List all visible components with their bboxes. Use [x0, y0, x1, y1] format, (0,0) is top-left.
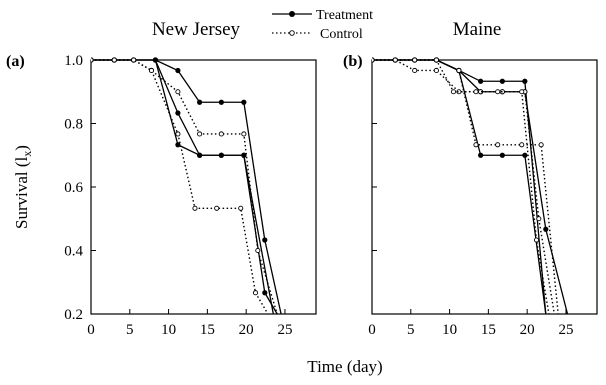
treatment-point — [499, 78, 505, 84]
treatment-point — [197, 152, 203, 158]
control-point — [473, 89, 479, 95]
control-point — [238, 205, 244, 211]
control-point — [433, 57, 439, 63]
treatment-point — [241, 152, 247, 158]
control-point — [456, 67, 462, 74]
treatment-point — [262, 237, 268, 243]
control-point — [519, 89, 525, 95]
control-series-line — [91, 59, 269, 314]
y-tick-label: 0.8 — [64, 117, 83, 133]
y-tick-label: 0.4 — [64, 244, 83, 260]
control-point — [450, 89, 457, 95]
control-point — [412, 67, 418, 74]
control-point — [372, 57, 375, 63]
treatment-point — [241, 99, 247, 105]
x-tick-label: 15 — [481, 322, 496, 338]
x-tick-label: 0 — [368, 322, 376, 338]
panel-b-label: (b) — [343, 53, 363, 70]
control-series-line — [372, 59, 550, 314]
legend-treatment-marker — [289, 11, 295, 17]
y-tick-label: 0.2 — [64, 307, 83, 323]
treatment-series-line — [372, 59, 547, 314]
treatment-point — [175, 67, 181, 74]
control-point — [392, 57, 398, 63]
panel-b: 0 5 10 15 20 25 — [368, 57, 598, 338]
control-point — [495, 89, 501, 95]
legend-treatment-label: Treatment — [316, 8, 373, 23]
x-tick-label: 5 — [407, 322, 415, 338]
control-point — [197, 131, 203, 137]
legend-control-marker — [289, 30, 295, 36]
panel-a: 0 5 10 15 20 25 0.2 0.4 0.6 0.8 1.0 — [64, 53, 317, 338]
treatment-point — [478, 78, 484, 84]
treatment-point — [522, 78, 528, 84]
control-point — [148, 67, 155, 74]
x-tick-label: 20 — [239, 322, 254, 338]
treatment-point — [175, 110, 181, 116]
control-point — [192, 205, 198, 211]
control-point — [412, 57, 418, 63]
series-group — [372, 57, 569, 314]
control-point — [175, 89, 181, 95]
treatment-point — [218, 99, 224, 105]
plot-frame — [371, 59, 598, 315]
series-group — [91, 57, 282, 314]
control-point — [218, 131, 224, 137]
x-tick-label: 5 — [126, 322, 134, 338]
treatment-point — [197, 99, 203, 105]
control-point — [214, 205, 220, 211]
control-point — [473, 142, 479, 148]
control-point — [536, 216, 542, 222]
x-tick-label: 25 — [558, 322, 573, 338]
treatment-point — [152, 57, 158, 63]
treatment-point — [543, 226, 549, 232]
x-tick-label: 25 — [277, 322, 292, 338]
x-tick-label: 10 — [161, 322, 176, 338]
control-point — [533, 237, 540, 243]
control-point — [456, 89, 462, 95]
control-point — [91, 57, 94, 63]
control-point — [433, 67, 439, 74]
control-series-line — [372, 59, 559, 314]
legend-control-label: Control — [320, 27, 363, 42]
treatment-series-line — [91, 59, 282, 314]
treatment-point — [218, 152, 224, 158]
x-axis-label: Time (day) — [307, 357, 382, 376]
control-point — [495, 142, 501, 148]
panel-a-title: New Jersey — [152, 19, 241, 40]
plot-frame — [90, 59, 317, 315]
control-point — [252, 290, 259, 296]
y-axis-label: Survival (lx) — [12, 145, 34, 229]
y-tick-label: 1.0 — [64, 53, 83, 69]
control-point — [131, 57, 137, 63]
x-tick-label: 10 — [442, 322, 457, 338]
control-point — [175, 131, 181, 137]
x-tick-label: 0 — [87, 322, 95, 338]
control-point — [111, 57, 117, 63]
y-tick-label: 0.6 — [64, 180, 83, 196]
treatment-series-line — [372, 59, 569, 314]
control-point — [241, 131, 247, 137]
panel-a-label: (a) — [6, 53, 25, 70]
panel-b-title: Maine — [453, 19, 502, 40]
treatment-series-line — [372, 59, 547, 314]
legend: Treatment Control — [272, 8, 373, 42]
x-tick-label: 15 — [200, 322, 215, 338]
treatment-point — [262, 290, 268, 296]
treatment-point — [522, 152, 528, 158]
x-tick-label: 20 — [520, 322, 535, 338]
control-point — [538, 142, 544, 148]
treatment-series-line — [91, 59, 274, 314]
treatment-point — [478, 152, 484, 158]
control-point — [519, 142, 525, 148]
treatment-point — [499, 152, 505, 158]
treatment-point — [175, 142, 181, 148]
control-point — [255, 247, 261, 254]
